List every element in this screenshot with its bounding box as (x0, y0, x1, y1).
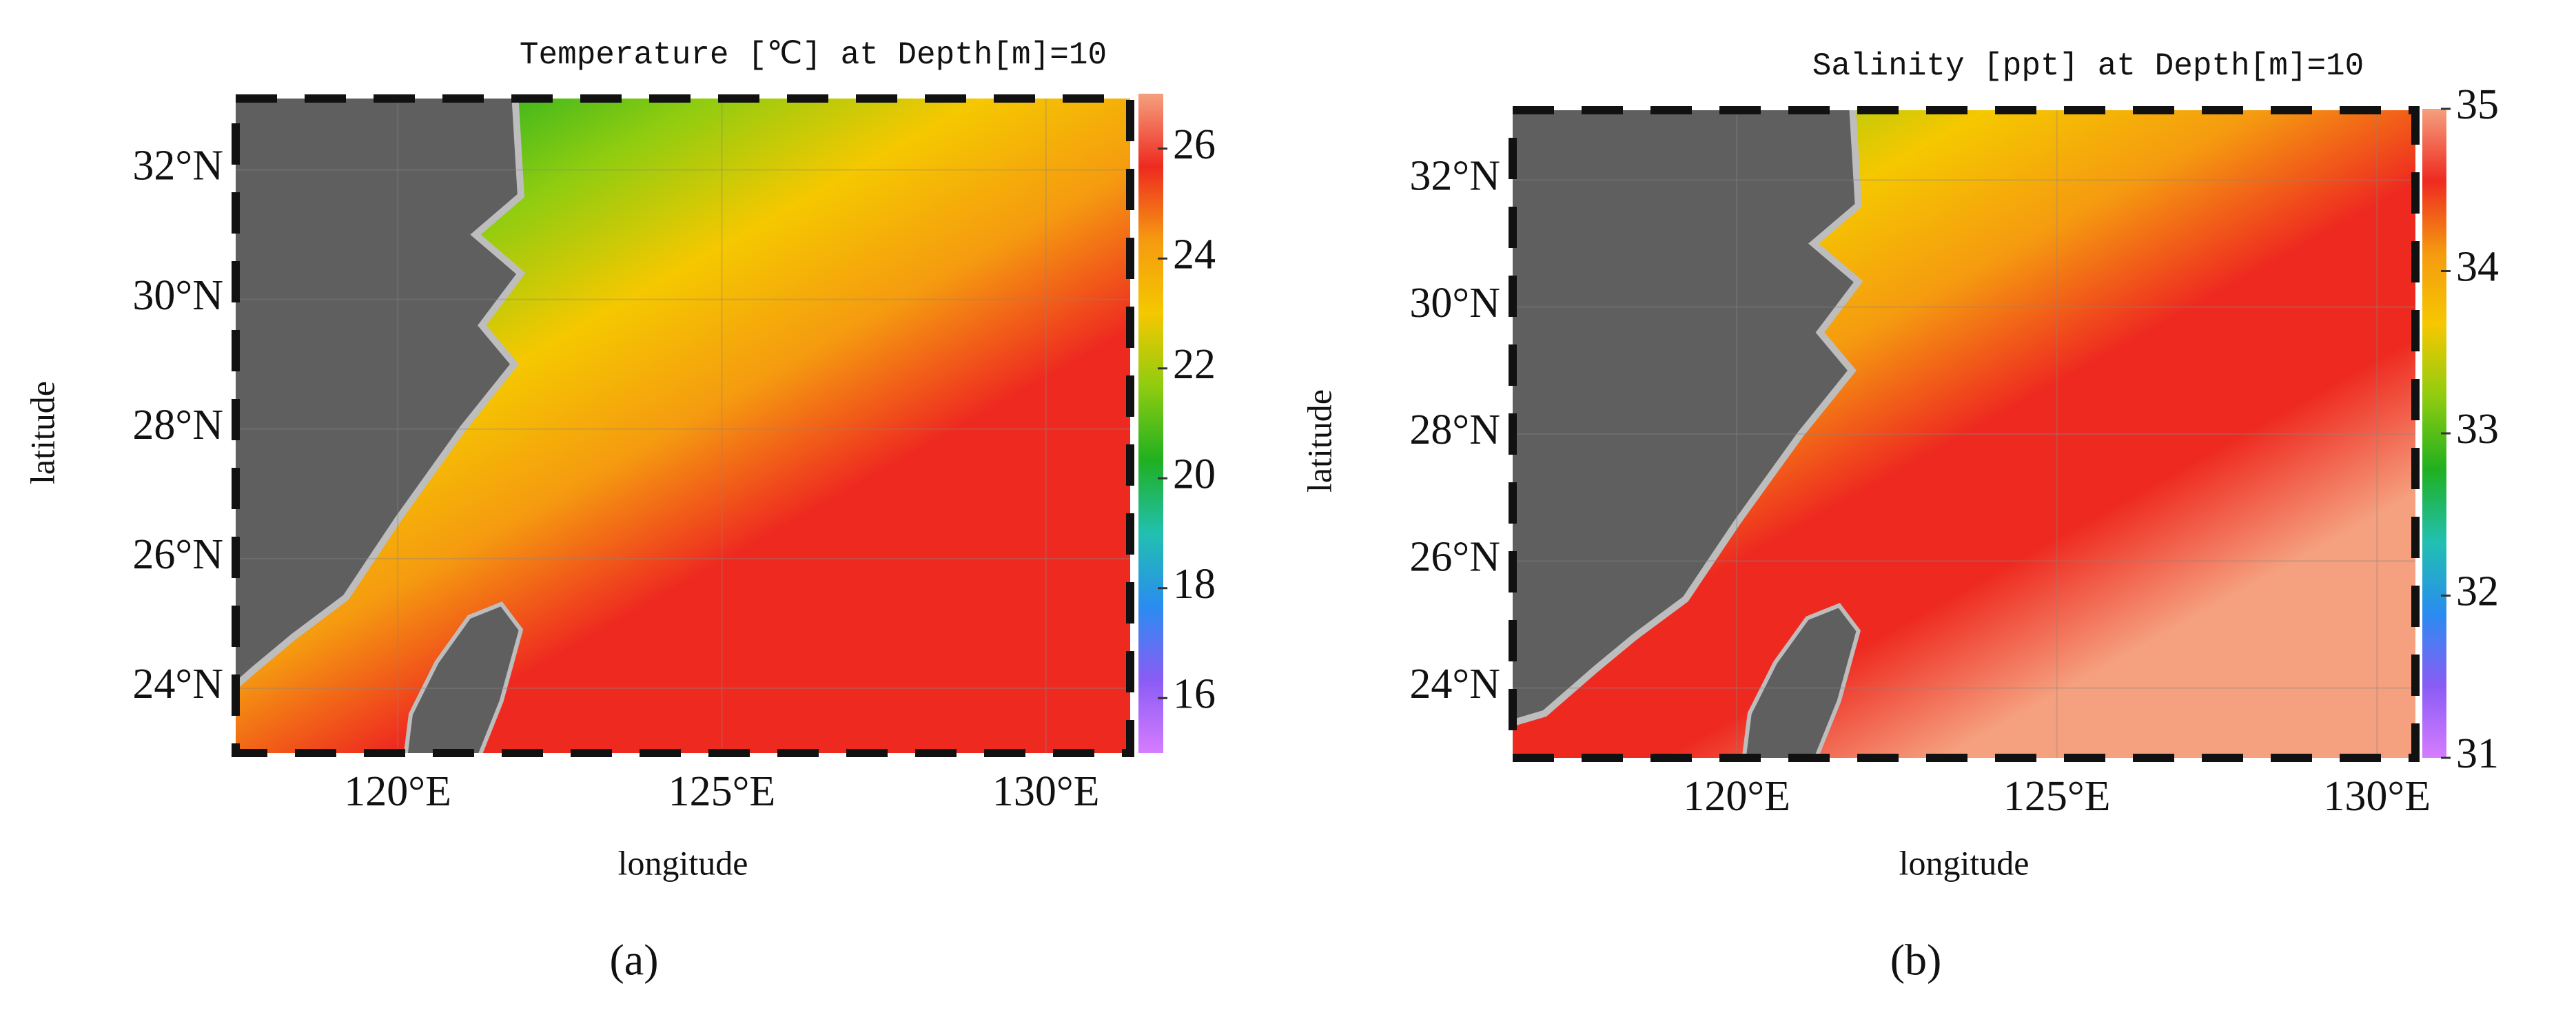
colorbar-tick-label: 22 (1173, 341, 1216, 388)
y-tick-label: 28°N (1409, 406, 1500, 453)
x-axis-label: longitude (618, 843, 748, 882)
x-tick-label: 120°E (1683, 773, 1790, 820)
land (1741, 603, 1861, 758)
y-axis-label: latitude (1300, 389, 1338, 493)
colorbar-tick-label: 20 (1173, 451, 1216, 497)
y-tick-label: 24°N (1409, 661, 1500, 708)
panel-caption: (b) (1890, 936, 1942, 985)
y-tick-label: 28°N (132, 402, 223, 449)
map-panel: 120°E 125°E 130°E 24°N 26°N 28°N 30°N 32°N 31 32 3… (1300, 48, 2499, 985)
x-tick-label: 130°E (992, 768, 1100, 815)
map-title: Temperature [℃] at Depth[m]=10 (520, 37, 1107, 73)
y-tick-label: 32°N (132, 143, 223, 189)
y-tick-label: 24°N (132, 661, 223, 708)
colorbar-tick-label: 18 (1173, 561, 1216, 608)
map-area (1513, 110, 2415, 758)
y-tick-label: 26°N (132, 531, 223, 578)
y-tick-label: 32°N (1409, 153, 1500, 200)
y-axis-label: latitude (23, 381, 61, 484)
y-tick-label: 26°N (1409, 534, 1500, 581)
y-tick-label: 30°N (132, 272, 223, 319)
colorbar (1138, 94, 1163, 753)
map-frame (232, 94, 1134, 757)
land (236, 99, 526, 691)
colorbar-tick-label: 32 (2456, 568, 2499, 615)
x-tick-label: 120°E (344, 768, 451, 815)
y-tick-label: 30°N (1409, 280, 1500, 327)
map-panel: 120°E 125°E 130°E 24°N 26°N 28°N 30°N 32°N 16 18 2… (23, 37, 1216, 985)
map-title: Salinity [ppt] at Depth[m]=10 (1812, 48, 2364, 84)
x-tick-label: 125°E (668, 768, 776, 815)
panel-caption: (a) (609, 936, 658, 985)
colorbar-tick-label: 31 (2456, 730, 2499, 777)
x-tick-label: 130°E (2323, 773, 2431, 820)
colorbar-tick-label: 34 (2456, 244, 2499, 291)
colorbar-tick-label: 35 (2456, 81, 2499, 128)
colorbar-tick-label: 24 (1173, 231, 1216, 278)
colorbar-tick-label: 26 (1173, 121, 1216, 168)
x-axis-label: longitude (1899, 843, 2030, 882)
x-tick-label: 125°E (2003, 773, 2111, 820)
colorbar-tick-label: 16 (1173, 670, 1216, 717)
map-area (236, 99, 1130, 753)
colorbar-tick-label: 33 (2456, 406, 2499, 453)
land (403, 601, 524, 753)
map-frame (1509, 106, 2420, 762)
land (1513, 110, 1863, 727)
